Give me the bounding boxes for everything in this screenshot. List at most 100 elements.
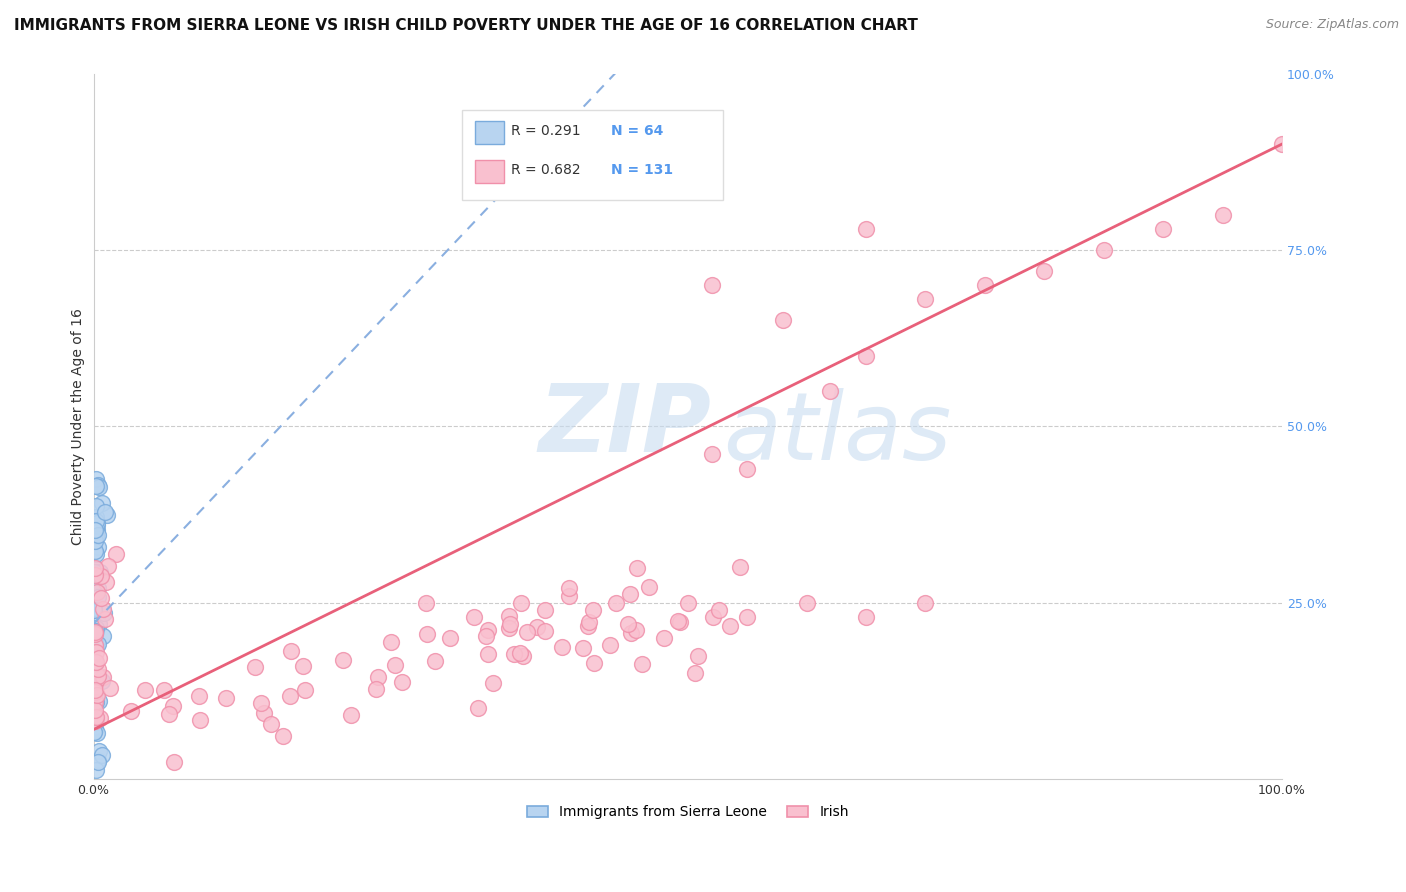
Point xyxy=(84,565,107,579)
Point xyxy=(83,660,105,674)
Point xyxy=(84,514,107,528)
Point xyxy=(188,689,211,703)
Point xyxy=(83,530,105,544)
Point xyxy=(84,534,107,549)
Point xyxy=(1152,221,1174,235)
Point xyxy=(477,647,499,661)
Point xyxy=(83,671,105,685)
Point xyxy=(86,689,108,703)
Point xyxy=(83,654,105,668)
Point xyxy=(683,666,706,681)
Point xyxy=(86,752,108,766)
Point xyxy=(243,660,266,674)
Point xyxy=(503,647,526,661)
Point xyxy=(87,744,110,758)
Point xyxy=(572,640,595,655)
Point xyxy=(384,657,406,672)
Point xyxy=(83,681,105,695)
Point xyxy=(91,629,114,643)
Point xyxy=(163,755,186,769)
Point xyxy=(332,653,354,667)
Point xyxy=(252,706,274,720)
Point xyxy=(534,602,557,616)
Point xyxy=(93,607,115,621)
Point xyxy=(855,609,877,624)
Point xyxy=(477,623,499,637)
Point xyxy=(534,624,557,638)
Point xyxy=(120,704,142,718)
Point xyxy=(83,725,105,739)
Point xyxy=(86,516,108,530)
Point xyxy=(820,384,842,398)
Point xyxy=(93,601,115,615)
Text: Source: ZipAtlas.com: Source: ZipAtlas.com xyxy=(1265,18,1399,31)
Point xyxy=(84,582,107,597)
Point xyxy=(718,619,741,633)
Point xyxy=(93,612,115,626)
Point xyxy=(157,706,180,721)
Point xyxy=(96,508,118,522)
Point xyxy=(278,690,301,704)
Point xyxy=(93,669,115,683)
Point xyxy=(87,668,110,682)
Point xyxy=(86,524,108,538)
Point xyxy=(84,720,107,734)
Point xyxy=(1212,208,1234,222)
Point xyxy=(605,596,627,610)
Point xyxy=(914,596,936,610)
Point xyxy=(89,711,111,725)
FancyBboxPatch shape xyxy=(463,111,724,201)
Point xyxy=(83,714,105,728)
Point xyxy=(626,623,648,637)
Point xyxy=(380,635,402,649)
Point xyxy=(652,631,675,645)
Point xyxy=(83,695,105,709)
Point xyxy=(84,624,107,639)
Point xyxy=(620,626,643,640)
Point xyxy=(153,682,176,697)
Text: N = 131: N = 131 xyxy=(610,163,672,178)
Point xyxy=(391,675,413,690)
Point xyxy=(87,480,110,494)
Point xyxy=(83,666,105,681)
Point xyxy=(796,596,818,610)
Point xyxy=(83,724,105,739)
Point xyxy=(87,662,110,676)
Point xyxy=(578,615,600,629)
Point xyxy=(516,624,538,639)
Point xyxy=(83,714,105,729)
Point xyxy=(576,619,599,633)
Point xyxy=(84,500,107,514)
Point xyxy=(294,683,316,698)
Point xyxy=(467,700,489,714)
Point xyxy=(481,676,503,690)
Point xyxy=(676,596,699,610)
Point xyxy=(84,509,107,524)
Point xyxy=(291,659,314,673)
Point xyxy=(498,616,520,631)
Point xyxy=(367,670,389,684)
Point xyxy=(83,624,105,639)
Point xyxy=(86,529,108,543)
Point xyxy=(271,729,294,743)
Point xyxy=(599,639,621,653)
Point xyxy=(735,461,758,475)
Point xyxy=(84,763,107,777)
Point xyxy=(260,717,283,731)
Point xyxy=(83,635,105,649)
Text: IMMIGRANTS FROM SIERRA LEONE VS IRISH CHILD POVERTY UNDER THE AGE OF 16 CORRELAT: IMMIGRANTS FROM SIERRA LEONE VS IRISH CH… xyxy=(14,18,918,33)
Point xyxy=(83,685,105,699)
Point xyxy=(83,523,105,537)
Point xyxy=(617,616,640,631)
Point xyxy=(735,609,758,624)
Point xyxy=(84,656,107,670)
Point xyxy=(855,221,877,235)
Point xyxy=(558,589,581,603)
Point xyxy=(582,656,605,670)
Point xyxy=(87,591,110,605)
Y-axis label: Child Poverty Under the Age of 16: Child Poverty Under the Age of 16 xyxy=(72,308,86,545)
Point xyxy=(638,580,661,594)
Point xyxy=(83,697,105,711)
FancyBboxPatch shape xyxy=(475,161,503,183)
Point xyxy=(84,657,107,671)
